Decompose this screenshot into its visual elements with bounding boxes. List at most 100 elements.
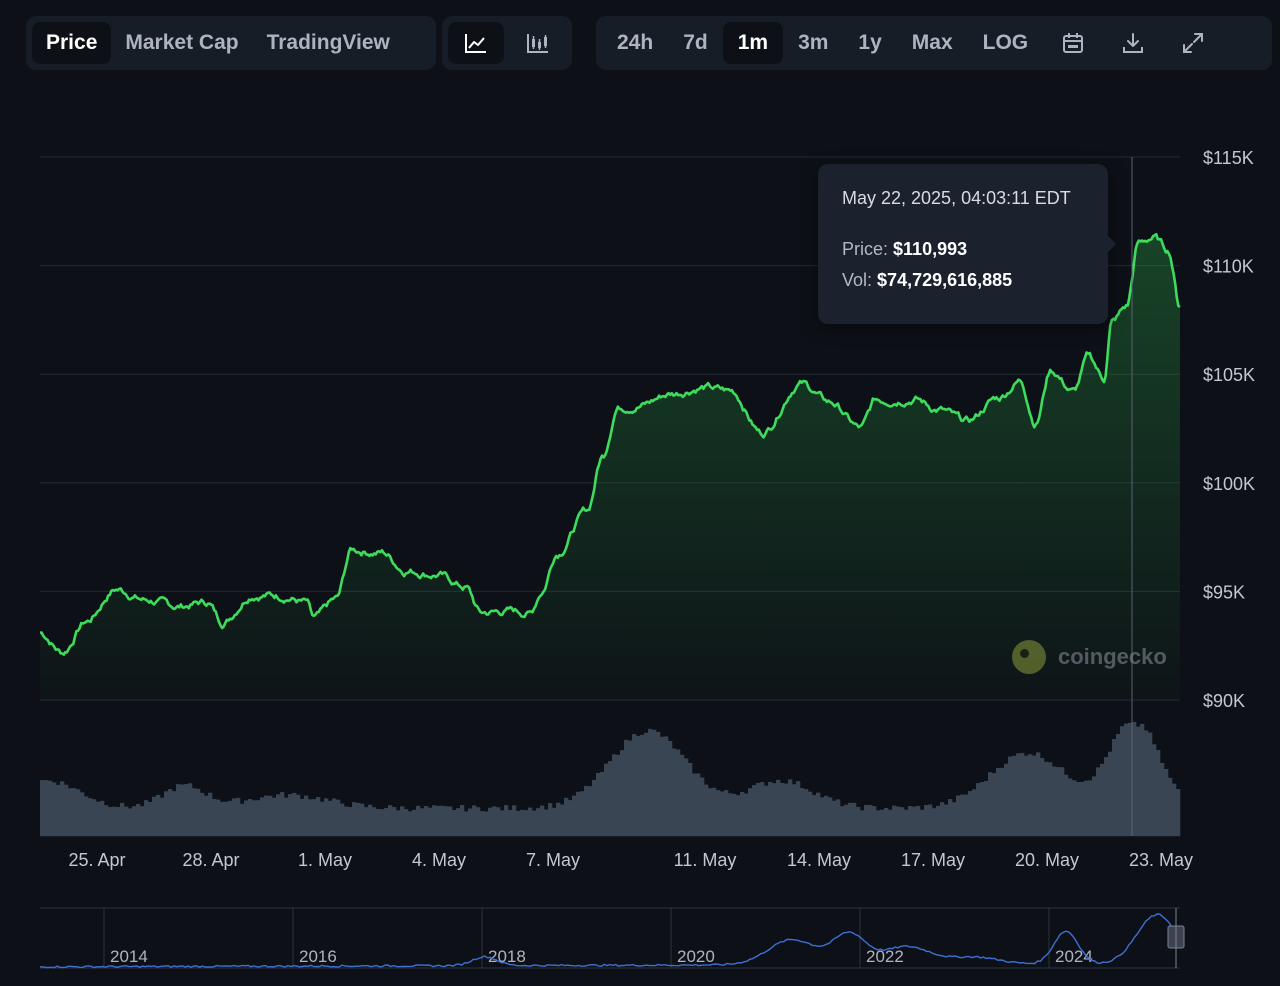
range-3m[interactable]: 3m <box>798 31 829 54</box>
volume-bar <box>716 790 721 836</box>
volume-bar <box>584 786 589 836</box>
volume-bar <box>668 741 673 836</box>
volume-bar <box>1004 763 1009 836</box>
volume-bar <box>1108 751 1113 836</box>
volume-bar <box>84 796 89 836</box>
volume-bar <box>892 805 897 836</box>
volume-bar <box>140 806 145 836</box>
range-navigator[interactable]: 2014 2016 2018 2020 2022 2024 <box>40 907 1185 969</box>
log-scale-toggle[interactable]: LOG <box>982 31 1029 54</box>
volume-bar <box>152 796 157 836</box>
volume-bar <box>868 804 873 836</box>
volume-bar <box>1104 757 1109 836</box>
volume-bar <box>1160 763 1165 836</box>
x-tick-label: 11. May <box>674 850 737 870</box>
volume-bar <box>1052 766 1057 836</box>
volume-bar <box>664 736 669 836</box>
tab-tradingview[interactable]: TradingView <box>266 31 390 54</box>
volume-bar <box>1100 763 1105 836</box>
volume-bar <box>792 784 797 836</box>
tab-price[interactable]: Price <box>32 22 112 64</box>
volume-bar <box>984 780 989 836</box>
volume-bar <box>292 792 297 836</box>
calendar-button[interactable] <box>1043 22 1103 64</box>
volume-bar <box>68 788 73 836</box>
volume-bar <box>180 784 185 836</box>
volume-bar <box>396 810 401 836</box>
volume-bar <box>932 808 937 836</box>
volume-bar <box>784 783 789 836</box>
volume-bar <box>864 805 869 836</box>
fullscreen-button[interactable] <box>1163 22 1223 64</box>
volume-bar <box>720 791 725 836</box>
navigator-year-label: 2022 <box>866 947 904 966</box>
x-tick-label: 23. May <box>1129 850 1193 870</box>
volume-bar <box>184 784 189 836</box>
volume-bar <box>724 790 729 836</box>
volume-bar <box>308 799 313 836</box>
volume-bar <box>512 805 517 836</box>
tooltip-price-value: $110,993 <box>893 239 968 259</box>
volume-bar <box>92 799 97 836</box>
volume-bar <box>408 811 413 836</box>
volume-bar <box>1000 767 1005 836</box>
range-24h[interactable]: 24h <box>617 31 654 54</box>
volume-bar <box>400 806 405 836</box>
chart-view-tabs: Price Market Cap TradingView <box>26 16 436 70</box>
volume-bar <box>976 783 981 836</box>
volume-bar <box>920 809 925 836</box>
volume-bar <box>344 806 349 836</box>
volume-bar <box>1144 730 1149 836</box>
volume-bar <box>316 797 321 836</box>
chart-type-toggle <box>442 16 572 70</box>
volume-bar <box>1124 723 1129 836</box>
volume-bar <box>268 795 273 836</box>
volume-bar <box>940 802 945 836</box>
range-max[interactable]: Max <box>911 31 953 54</box>
volume-bar <box>232 798 237 836</box>
volume-bar <box>304 795 309 836</box>
volume-bar <box>492 806 497 836</box>
candlestick-chart-button[interactable] <box>510 22 566 64</box>
volume-bar <box>708 788 713 836</box>
range-7d[interactable]: 7d <box>683 31 708 54</box>
volume-bar <box>340 803 345 836</box>
line-chart-button[interactable] <box>448 22 504 64</box>
price-area-fill <box>40 234 1180 700</box>
volume-bar <box>352 802 357 836</box>
volume-bar <box>328 800 333 836</box>
download-icon <box>1123 33 1144 53</box>
volume-bar <box>980 782 985 836</box>
volume-bar <box>360 803 365 836</box>
volume-bar <box>692 773 697 836</box>
volume-bar <box>528 807 533 836</box>
range-1y[interactable]: 1y <box>858 31 882 54</box>
download-button[interactable] <box>1103 22 1163 64</box>
volume-bar <box>484 811 489 836</box>
volume-bar <box>972 789 977 836</box>
price-series-line <box>39 232 1181 656</box>
volume-bar <box>104 805 109 836</box>
volume-bar <box>760 782 765 836</box>
volume-bar <box>1168 777 1173 836</box>
volume-bar <box>200 792 205 836</box>
tab-market-cap[interactable]: Market Cap <box>125 31 239 54</box>
range-1m[interactable]: 1m <box>722 22 784 64</box>
volume-bar <box>748 788 753 836</box>
expand-icon <box>1183 33 1204 53</box>
volume-bar <box>928 804 933 836</box>
volume-bar <box>284 797 289 836</box>
volume-bar <box>72 788 77 836</box>
volume-bar <box>648 728 653 836</box>
volume-bar <box>592 779 597 836</box>
volume-bar <box>332 798 337 836</box>
volume-bar <box>916 805 921 836</box>
volume-bar <box>364 807 369 836</box>
tooltip-price-label: Price: <box>842 239 889 259</box>
volume-bar <box>852 802 857 836</box>
volume-bar <box>564 797 569 836</box>
volume-bar <box>684 758 689 836</box>
volume-bar <box>756 782 761 836</box>
volume-bar <box>300 799 305 836</box>
